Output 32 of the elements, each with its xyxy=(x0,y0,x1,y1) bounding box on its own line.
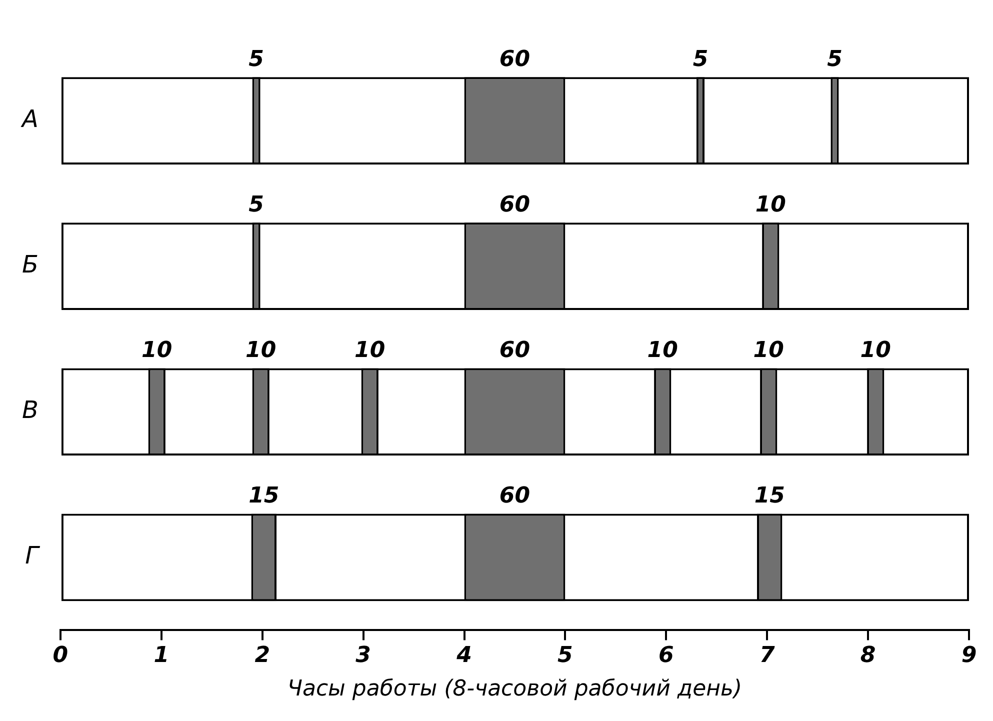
annotation: 15 xyxy=(248,483,280,508)
annotation: 15 xyxy=(754,483,785,508)
x-tick-label: 0 xyxy=(52,643,68,668)
x-tick-label: 8 xyxy=(860,643,876,668)
x-tick-label: 2 xyxy=(254,643,270,668)
x-tick-label: 9 xyxy=(961,643,977,668)
annotation: 60 xyxy=(499,46,530,72)
annotation: 5 xyxy=(248,46,264,72)
y-tick-label: А xyxy=(20,105,38,134)
y-tick-label: В xyxy=(22,396,38,424)
annotation: 5 xyxy=(692,46,708,72)
x-tick-label: 3 xyxy=(356,643,371,668)
annotation: 5 xyxy=(827,46,842,72)
annotation: 60 xyxy=(499,192,530,218)
annotation: 10 xyxy=(246,338,276,363)
annotation: 60 xyxy=(499,338,530,363)
annotation: 10 xyxy=(142,338,172,363)
annotation: 10 xyxy=(753,338,784,363)
x-tick-label: 4 xyxy=(456,643,472,668)
annotation: 5 xyxy=(248,192,264,218)
annotation: 10 xyxy=(647,338,678,363)
x-tick-label: 6 xyxy=(658,643,674,668)
y-tick-label: Б xyxy=(22,250,38,279)
x-axis-title: Часы работы (8-часовой рабочий день) xyxy=(287,676,742,702)
annotation: 10 xyxy=(354,338,386,363)
y-tick-label: Г xyxy=(25,542,40,570)
annotation: 10 xyxy=(860,338,891,363)
annotation: 60 xyxy=(499,483,530,508)
annotation: 10 xyxy=(755,192,786,218)
x-tick-label: 1 xyxy=(154,643,170,668)
x-tick-label: 5 xyxy=(558,643,573,668)
x-tick-label: 7 xyxy=(759,643,776,668)
